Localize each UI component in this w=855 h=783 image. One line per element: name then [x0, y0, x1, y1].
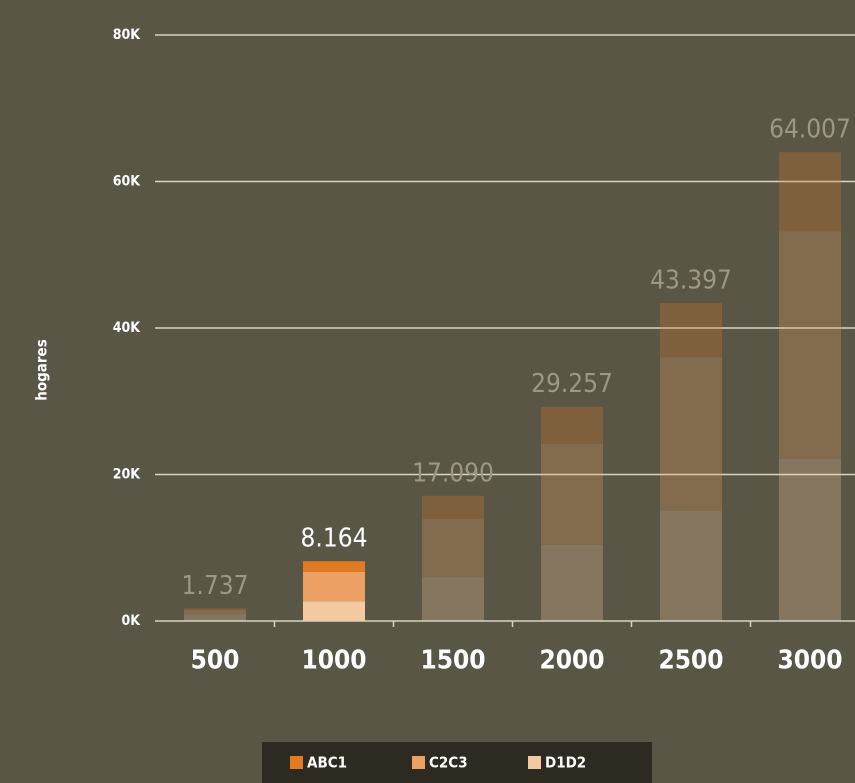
legend-swatch	[290, 756, 303, 769]
total-label: 8.164	[301, 524, 368, 554]
bar-segment	[779, 459, 841, 621]
total-label: 17.090	[412, 458, 494, 488]
bar-segment	[541, 443, 603, 545]
bar-segment	[303, 601, 365, 621]
x-tick-label: 2500	[658, 646, 723, 676]
y-tick-label: 20K	[113, 467, 142, 483]
bar-segment	[660, 303, 722, 358]
bar-segment	[660, 511, 722, 621]
total-label: 64.007	[769, 115, 851, 145]
x-tick-label: 500	[191, 646, 240, 676]
total-label: 43.397	[650, 266, 732, 296]
bar-segment	[303, 561, 365, 572]
legend-label: D1D2	[545, 754, 586, 772]
bar-segment	[660, 357, 722, 512]
y-tick-label: 60K	[113, 174, 142, 190]
bar-segment	[422, 495, 484, 520]
total-label: 29.257	[531, 369, 613, 399]
legend-box	[262, 742, 652, 783]
bar-segment	[541, 406, 603, 444]
bar-segment	[541, 544, 603, 621]
y-tick-label: 0K	[121, 613, 141, 629]
legend-swatch	[412, 756, 425, 769]
bar-segment	[422, 519, 484, 578]
y-tick-label: 40K	[113, 320, 142, 336]
y-axis-label: hogares	[33, 339, 51, 401]
x-tick-label: 1500	[420, 646, 485, 676]
x-tick-label: 1000	[301, 646, 366, 676]
legend-label: C2C3	[429, 754, 468, 772]
bar-segment	[779, 231, 841, 460]
bar-segment	[184, 608, 246, 611]
bar-segment	[303, 571, 365, 602]
x-tick-label: 3000	[777, 646, 842, 676]
legend-swatch	[528, 756, 541, 769]
bar-segment	[779, 152, 841, 232]
bar-segment	[422, 577, 484, 621]
bar-segment	[184, 610, 246, 615]
total-label: 1.737	[182, 571, 249, 601]
legend-label: ABC1	[307, 754, 347, 772]
bar-segment	[184, 614, 246, 621]
y-tick-label: 80K	[113, 27, 142, 43]
x-tick-label: 2000	[539, 646, 604, 676]
